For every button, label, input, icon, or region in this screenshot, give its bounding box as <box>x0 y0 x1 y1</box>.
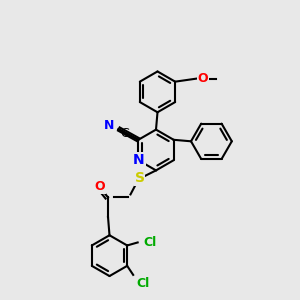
Text: C: C <box>121 127 129 140</box>
Text: N: N <box>133 153 144 167</box>
Text: S: S <box>134 171 145 185</box>
Text: Cl: Cl <box>144 236 157 249</box>
Text: Cl: Cl <box>136 277 149 290</box>
Text: N: N <box>104 119 114 133</box>
Text: O: O <box>197 72 208 85</box>
Text: O: O <box>94 180 105 193</box>
